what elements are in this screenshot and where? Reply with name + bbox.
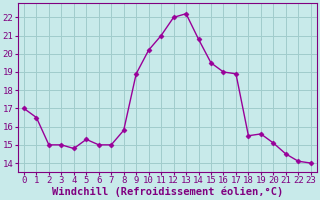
X-axis label: Windchill (Refroidissement éolien,°C): Windchill (Refroidissement éolien,°C) xyxy=(52,187,283,197)
